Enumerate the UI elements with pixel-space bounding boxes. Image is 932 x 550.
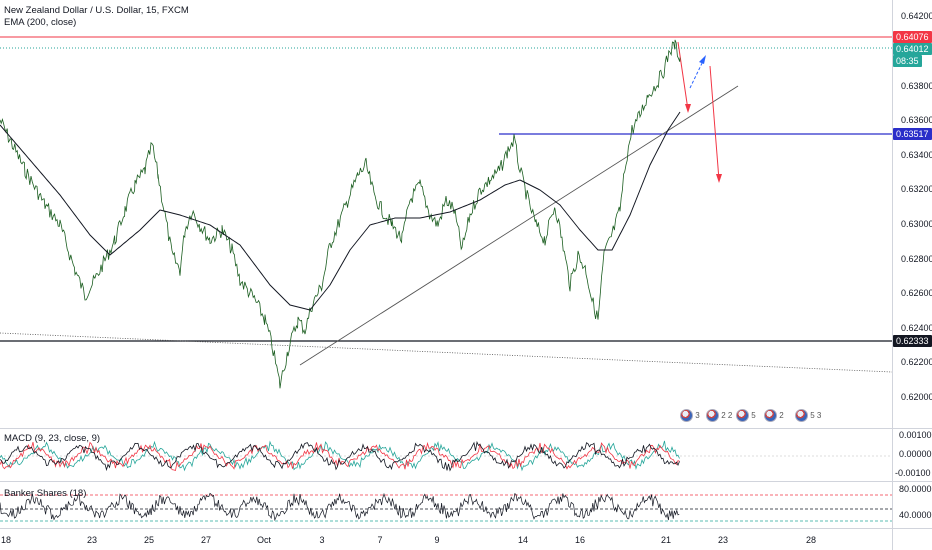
red-level-tag[interactable]: 0.64076 (893, 31, 932, 43)
event-badge[interactable]: 2 2 (706, 409, 732, 423)
ema-line (0, 111, 681, 311)
ema-legend[interactable]: EMA (200, close) (4, 17, 77, 28)
pane-separator-2[interactable] (0, 481, 932, 482)
time-tick: 9 (434, 535, 440, 545)
macd-series (0, 440, 680, 472)
macd-tick: 0.00100 (899, 430, 932, 440)
price-tick: 0.63000 (901, 219, 932, 229)
event-count: 2 (779, 411, 784, 420)
time-tick: 3 (319, 535, 325, 545)
macd-line (0, 440, 680, 472)
time-tick: 25 (143, 535, 155, 545)
event-badge[interactable]: 2 (764, 409, 784, 423)
time-tick: 14 (517, 535, 529, 545)
macd-pane[interactable] (0, 429, 892, 481)
event-count: 5 (751, 411, 756, 420)
flag-icon (795, 409, 808, 423)
price-tick: 0.63800 (901, 81, 932, 91)
pane-separator-1[interactable] (0, 428, 932, 429)
flag-icon (706, 409, 719, 423)
time-tick: 7 (377, 535, 383, 545)
price-tick: 0.64200 (901, 11, 932, 21)
price-tick: 0.62600 (901, 288, 932, 298)
banker-tick: 40.0000 (899, 510, 932, 520)
event-count: 3 (695, 411, 700, 420)
main-price-pane[interactable] (0, 0, 892, 428)
banker-tick: 80.0000 (899, 484, 932, 494)
time-tick: 21 (660, 535, 672, 545)
red-arrow-head-long (716, 174, 722, 183)
macd-line (0, 440, 680, 472)
blue-level-tag[interactable]: 0.63517 (893, 128, 932, 140)
flag-icon (736, 409, 749, 423)
time-axis[interactable] (0, 528, 932, 550)
time-tick: 23 (717, 535, 729, 545)
current-price-tag[interactable]: 0.64012 (893, 43, 932, 55)
price-line (0, 39, 681, 389)
event-count: 5 3 (810, 411, 822, 420)
blue-arrow-up[interactable] (689, 56, 706, 89)
price-series (0, 39, 681, 389)
flag-icon (764, 409, 777, 423)
banker-shares-pane[interactable] (0, 482, 892, 527)
event-badge[interactable]: 5 3 (795, 409, 821, 423)
banker-series (0, 492, 680, 522)
price-tick: 0.62200 (901, 357, 932, 367)
sloped-dotted-trendline[interactable] (0, 332, 892, 373)
flag-icon (680, 409, 693, 423)
macd-tick: -0.00100 (895, 468, 931, 478)
red-arrow-head-short (685, 104, 691, 113)
rising-trendline[interactable] (299, 85, 739, 366)
black-level-tag[interactable]: 0.62333 (893, 335, 932, 347)
price-tick: 0.62000 (901, 392, 932, 402)
banker-legend[interactable]: Banker Shares (18) (4, 488, 87, 499)
price-tick: 0.63200 (901, 184, 932, 194)
price-tick: 0.63600 (901, 115, 932, 125)
banker-chart-svg (0, 492, 892, 522)
price-axis[interactable]: 0.64200 0.63800 0.63600 0.63400 0.63200 … (892, 0, 932, 550)
red-arrow-down-long[interactable] (709, 65, 720, 181)
price-chart-svg[interactable] (0, 0, 892, 428)
time-tick: 16 (574, 535, 586, 545)
time-tick: 18 (0, 535, 12, 545)
event-badge[interactable]: 3 (680, 409, 700, 423)
price-tick: 0.63400 (901, 150, 932, 160)
ema-200-line (0, 111, 681, 311)
symbol-legend[interactable]: New Zealand Dollar / U.S. Dollar, 15, FX… (4, 5, 189, 16)
red-arrow-down-short[interactable] (677, 41, 689, 111)
time-tick: 27 (200, 535, 212, 545)
price-tick: 0.62400 (901, 323, 932, 333)
time-tick: Oct (256, 535, 272, 545)
event-badge[interactable]: 5 (736, 409, 756, 423)
price-tick: 0.62800 (901, 254, 932, 264)
countdown-tag: 08:35 (893, 55, 922, 67)
time-tick: 23 (86, 535, 98, 545)
macd-legend[interactable]: MACD (9, 23, close, 9) (4, 433, 101, 444)
event-count: 2 2 (721, 411, 733, 420)
time-tick: 28 (805, 535, 817, 545)
macd-tick: 0.00000 (899, 449, 932, 459)
banker-line (0, 492, 680, 522)
macd-chart-svg (0, 440, 892, 472)
blue-arrow-head (699, 55, 706, 64)
